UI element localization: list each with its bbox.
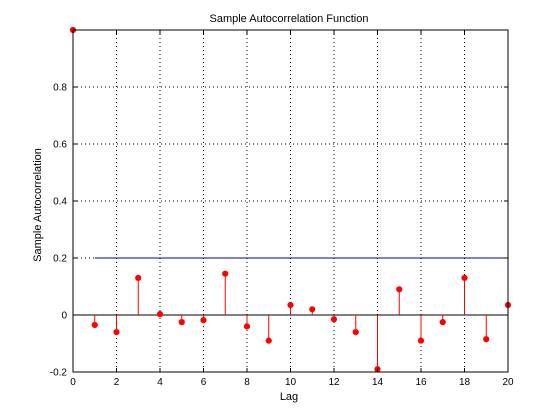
stem-marker xyxy=(243,323,251,330)
x-tick-label: 0 xyxy=(70,377,76,388)
stem-marker xyxy=(439,319,446,326)
stem-marker xyxy=(91,321,98,329)
stem-marker xyxy=(417,337,425,344)
x-tick-label: 18 xyxy=(459,377,471,388)
y-tick-label: -0.2 xyxy=(50,368,68,379)
x-tick-label: 16 xyxy=(415,377,427,388)
stem-marker xyxy=(156,311,164,318)
y-ticks: -0.2 0 0.2 0.4 0.6 0.8 xyxy=(50,83,508,379)
x-tick-label: 4 xyxy=(157,377,163,388)
y-tick-label: 0 xyxy=(61,311,67,322)
y-tick-label: 0.4 xyxy=(53,197,67,208)
stem-marker xyxy=(483,336,490,343)
stems xyxy=(69,26,512,373)
stem-marker xyxy=(287,301,294,309)
x-tick-label: 8 xyxy=(244,377,250,388)
stem-marker xyxy=(461,274,468,282)
stem-marker xyxy=(352,329,359,336)
y-tick-label: 0.2 xyxy=(53,254,67,265)
stem-marker xyxy=(222,270,229,277)
stem-marker xyxy=(135,274,142,282)
stem-marker xyxy=(330,316,338,323)
y-tick-label: 0.6 xyxy=(53,140,67,151)
x-tick-label: 2 xyxy=(114,377,120,388)
stem-marker xyxy=(200,317,207,324)
stem-marker xyxy=(178,319,185,326)
stem-marker xyxy=(265,337,272,344)
stem-marker xyxy=(113,329,120,336)
x-ticks: 0 2 4 6 8 10 12 14 16 18 20 xyxy=(70,30,514,388)
x-tick-label: 20 xyxy=(502,377,514,388)
x-tick-label: 14 xyxy=(372,377,384,388)
stem-marker xyxy=(396,286,403,293)
chart-title: Sample Autocorrelation Function xyxy=(210,13,369,25)
x-tick-label: 12 xyxy=(328,377,340,388)
y-axis-label: Sample Autocorrelation xyxy=(32,148,44,262)
y-tick-label: 0.8 xyxy=(53,83,67,94)
x-axis-label: Lag xyxy=(280,391,298,403)
x-tick-label: 10 xyxy=(285,377,297,388)
x-tick-label: 6 xyxy=(201,377,207,388)
stem-marker xyxy=(309,306,316,313)
